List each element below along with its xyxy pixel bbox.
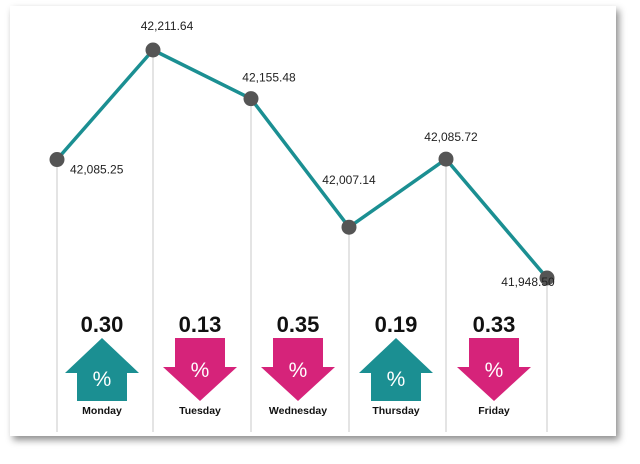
day-label: Friday — [478, 405, 510, 417]
value-label: 42,155.48 — [242, 71, 296, 85]
line-chart: 42,085.25 42,211.64 42,155.48 42,007.14 42,0… — [49, 19, 555, 432]
day-label: Thursday — [372, 405, 419, 417]
day-label: Wednesday — [269, 405, 327, 417]
change-value: 0.35 — [277, 312, 320, 337]
data-point — [49, 152, 65, 168]
change-value: 0.19 — [375, 312, 418, 337]
up-arrow-icon — [65, 338, 139, 401]
value-label: 41,948.50 — [501, 275, 555, 289]
percent-symbol: % — [289, 359, 308, 382]
change-value: 0.13 — [179, 312, 222, 337]
percent-symbol: % — [485, 359, 504, 382]
data-point — [145, 42, 161, 58]
data-point — [243, 91, 259, 107]
percent-symbol: % — [191, 359, 210, 382]
chart-card: 42,085.25 42,211.64 42,155.48 42,007.14 42,0… — [10, 6, 616, 436]
up-arrow-icon — [359, 338, 433, 401]
down-arrow-icon — [261, 338, 335, 401]
down-arrow-icon — [457, 338, 531, 401]
value-label: 42,007.14 — [322, 173, 376, 187]
day-label: Tuesday — [179, 405, 221, 417]
change-value: 0.33 — [473, 312, 516, 337]
index-line — [55, 48, 549, 280]
data-point — [341, 219, 357, 235]
data-point — [438, 151, 454, 167]
value-label: 42,085.72 — [424, 130, 478, 144]
percent-symbol: % — [387, 368, 406, 391]
data-point — [539, 270, 555, 286]
percent-symbol: % — [93, 368, 112, 391]
down-arrow-icon — [163, 338, 237, 401]
value-label: 42,211.64 — [141, 19, 194, 33]
change-value: 0.30 — [81, 312, 124, 337]
day-label: Monday — [82, 405, 122, 417]
value-label: 42,085.25 — [70, 163, 124, 177]
